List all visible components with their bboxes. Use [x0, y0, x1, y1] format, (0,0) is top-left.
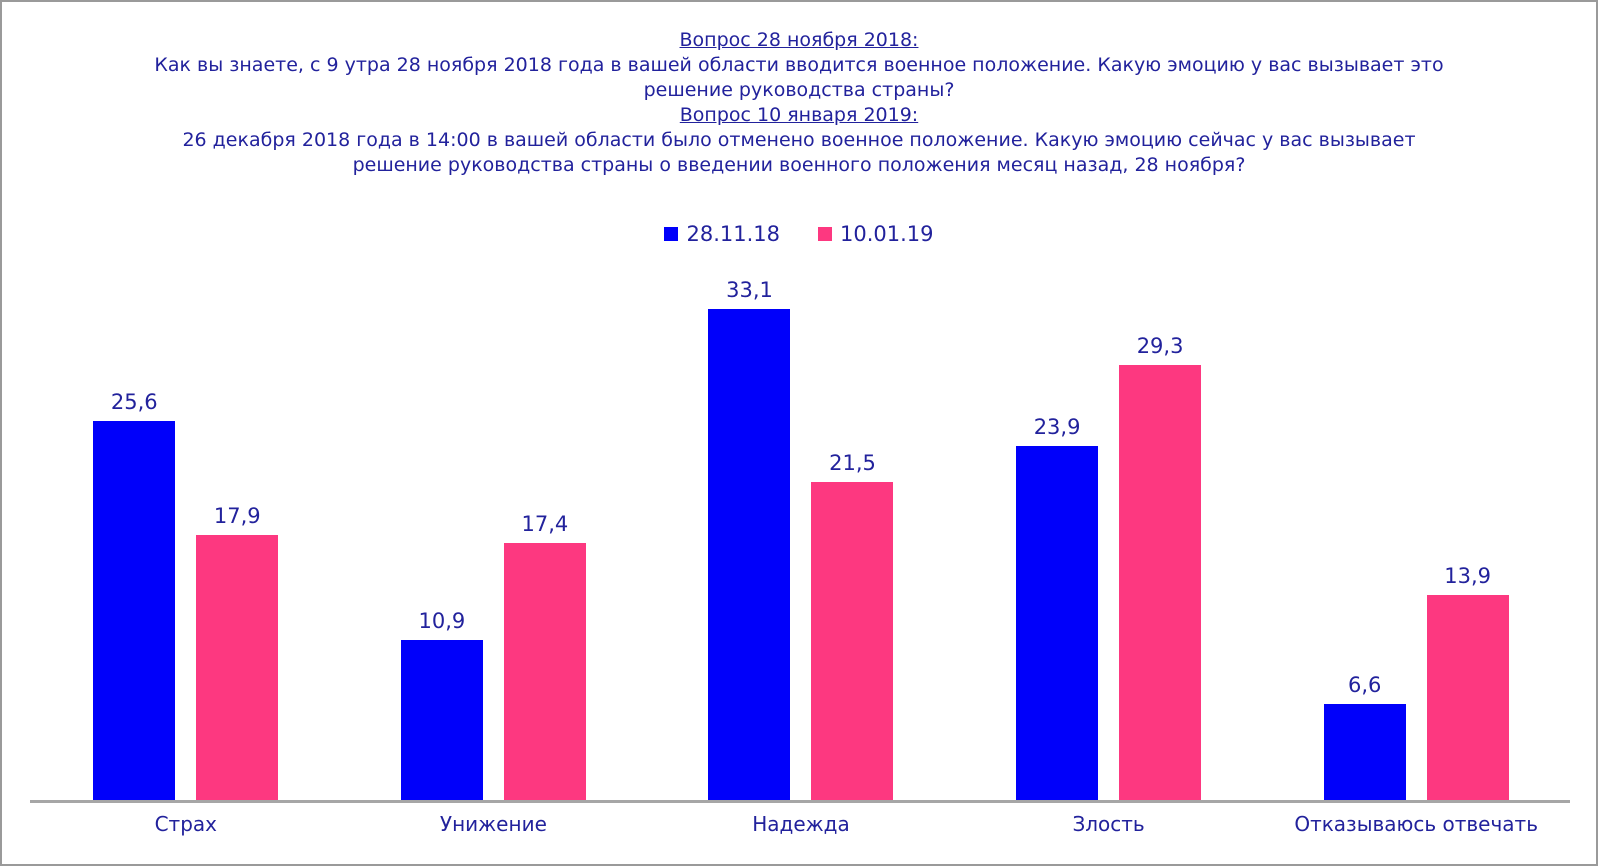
bar-group-5: 6,6 13,9	[1262, 252, 1570, 802]
category-axis-labels: Страх Унижение Надежда Злость Отказываюсь от…	[32, 812, 1570, 836]
bar-value-label: 10,9	[418, 609, 466, 633]
bar-wrap-28.11.18-Отказываюсь отвечать: 6,6	[1323, 673, 1406, 802]
bar-10.01.19-Отказываюсь отвечать	[1426, 595, 1509, 802]
bar-wrap-10.01.19-Унижение: 17,4	[503, 512, 586, 802]
bar-value-label: 25,6	[110, 390, 158, 414]
legend-item-series-1: 28.11.18	[664, 222, 780, 246]
category-label-3: Надежда	[752, 812, 850, 836]
bar-value-label: 21,5	[829, 451, 876, 475]
bar-value-label: 13,9	[1444, 564, 1492, 588]
bar-28.11.18-Страх	[93, 421, 176, 802]
bar-value-label: 17,9	[213, 504, 261, 528]
bar-value-label: 23,9	[1033, 415, 1081, 439]
question-1-text: Как вы знаете, с 9 утра 28 ноября 2018 г…	[154, 54, 1444, 101]
bar-value-label: 29,3	[1136, 334, 1184, 358]
bar-group-4: 23,9 29,3	[955, 252, 1263, 802]
category-label-4: Злость	[1072, 812, 1145, 836]
chart-title: Вопрос 28 ноября 2018: Как вы знаете, с …	[2, 2, 1596, 178]
plot-area: 25,6 17,9 10,9 17,4 33,1 21,5 23,9 29,3 6,6 13,9	[32, 252, 1570, 802]
bar-wrap-28.11.18-Унижение: 10,9	[400, 609, 483, 802]
bar-10.01.19-Надежда	[811, 482, 894, 802]
bar-group-2: 10,9 17,4	[340, 252, 648, 802]
legend-label-series-2: 10.01.19	[840, 222, 934, 246]
bar-wrap-28.11.18-Злость: 23,9	[1016, 415, 1099, 802]
legend: 28.11.18 10.01.19	[2, 222, 1596, 246]
bar-wrap-10.01.19-Надежда: 21,5	[811, 451, 894, 802]
bar-28.11.18-Унижение	[400, 640, 483, 802]
legend-label-series-1: 28.11.18	[686, 222, 780, 246]
legend-swatch-pink-icon	[818, 227, 832, 241]
bar-28.11.18-Отказываюсь отвечать	[1323, 704, 1406, 802]
bar-value-label: 33,1	[726, 278, 773, 302]
bar-10.01.19-Злость	[1119, 365, 1202, 802]
category-label-1: Страх	[154, 812, 217, 836]
bar-wrap-10.01.19-Страх: 17,9	[196, 504, 279, 802]
legend-item-series-2: 10.01.19	[818, 222, 934, 246]
category-label-2: Унижение	[439, 812, 547, 836]
question-1-heading: Вопрос 28 ноября 2018:	[679, 29, 919, 51]
bar-value-label: 6,6	[1347, 673, 1382, 697]
bar-wrap-10.01.19-Злость: 29,3	[1119, 334, 1202, 802]
bar-group-1: 25,6 17,9	[32, 252, 340, 802]
bar-value-label: 17,4	[521, 512, 569, 536]
bar-group-3: 33,1 21,5	[647, 252, 955, 802]
bar-28.11.18-Надежда	[708, 309, 791, 802]
bar-wrap-10.01.19-Отказываюсь отвечать: 13,9	[1426, 564, 1509, 802]
legend-swatch-blue-icon	[664, 227, 679, 241]
question-2-heading: Вопрос 10 января 2019:	[679, 104, 919, 126]
bar-wrap-28.11.18-Надежда: 33,1	[708, 278, 791, 802]
x-axis-line	[30, 800, 1570, 803]
question-2-text: 26 декабря 2018 года в 14:00 в вашей обл…	[182, 129, 1416, 176]
category-label-5: Отказываюсь отвечать	[1294, 812, 1538, 836]
bar-10.01.19-Унижение	[503, 543, 586, 802]
bar-10.01.19-Страх	[196, 535, 279, 802]
bar-28.11.18-Злость	[1016, 446, 1099, 802]
bar-wrap-28.11.18-Страх: 25,6	[93, 390, 176, 802]
